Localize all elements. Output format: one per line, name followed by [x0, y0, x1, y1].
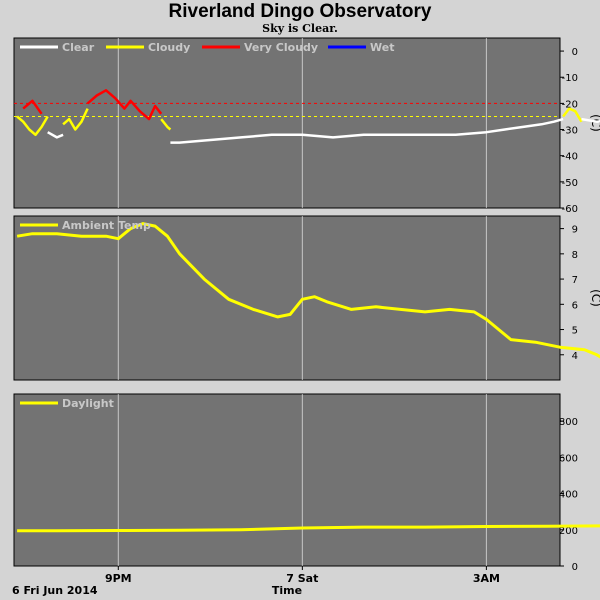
sky-segment-cloudy: [62, 108, 89, 131]
daylight-legend-label: Daylight: [62, 397, 114, 410]
sky-legend-label: Clear: [62, 41, 95, 54]
sky-ytick-label: -60: [562, 204, 578, 215]
daylight-plot-area: [13, 393, 561, 567]
daylight-ytick-label: 0: [572, 562, 578, 573]
sky-unit-label: (C): [589, 114, 600, 132]
page-title: Riverland Dingo Observatory: [168, 1, 432, 22]
x-tick-label: 9PM: [105, 572, 132, 585]
sky-segment-clear: [170, 117, 564, 144]
sky-ytick-label: 0: [572, 47, 578, 58]
sky-ytick-label: -20: [562, 99, 578, 110]
temperature-ytick-label: 7: [572, 275, 578, 286]
sky-segment-clear: [581, 117, 600, 123]
temperature-legend-label: Ambient Temp: [62, 219, 151, 232]
sky-segment-cloudy: [562, 107, 583, 123]
sky-legend-label: Very Cloudy: [244, 41, 318, 54]
sky-segment-clear: [47, 131, 64, 139]
x-tick-label: 7 Sat: [286, 572, 318, 585]
temperature-unit-label: (C): [589, 289, 600, 307]
x-date-label: 6 Fri Jun 2014: [12, 584, 98, 597]
temperature-ytick-label: 9: [572, 225, 578, 236]
temperature-series-line: [16, 222, 600, 359]
sky-ytick-label: -10: [562, 73, 578, 84]
daylight-ytick-label: 600: [559, 453, 578, 464]
temperature-plot-area: [13, 215, 561, 381]
sky-ytick-label: -30: [562, 126, 578, 137]
sky-ytick-label: -40: [562, 152, 578, 163]
daylight-ytick-label: 800: [559, 417, 578, 428]
sky-segment-cloudy: [160, 118, 172, 131]
sky-legend-label: Cloudy: [148, 41, 190, 54]
temperature-ytick-label: 4: [572, 351, 578, 362]
sky-ytick-label: -50: [562, 178, 578, 189]
sky-plot-area: [13, 37, 561, 209]
temperature-ytick-label: 8: [572, 250, 578, 261]
daylight-ytick-label: 400: [559, 490, 578, 501]
temperature-ytick-label: 6: [572, 300, 578, 311]
sky-segment-very_cloudy: [86, 89, 163, 121]
sky-segment-cloudy: [16, 115, 49, 137]
temperature-ytick-label: 5: [572, 326, 578, 337]
daylight-ytick-label: 200: [559, 526, 578, 537]
sky-legend-label: Wet: [370, 41, 394, 54]
sky-segment-very_cloudy: [22, 99, 43, 115]
daylight-series-line: [17, 524, 600, 533]
x-axis-label: Time: [272, 584, 302, 597]
x-tick-label: 3AM: [473, 572, 500, 585]
page-subtitle: Sky is Clear.: [262, 22, 338, 35]
